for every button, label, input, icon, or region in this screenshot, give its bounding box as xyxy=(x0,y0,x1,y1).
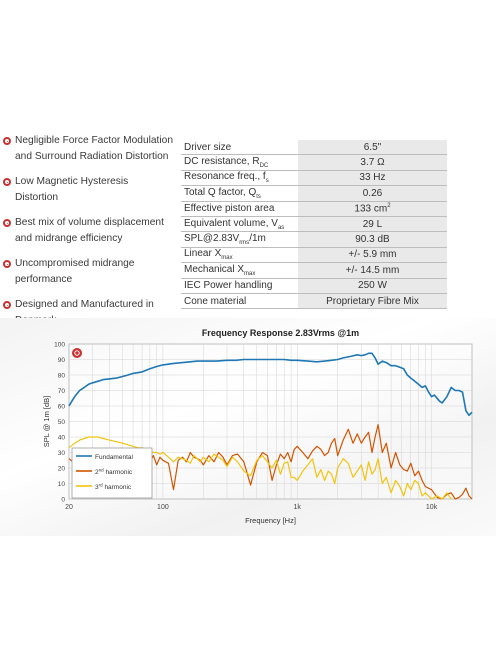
frequency-response-panel: 0 10 20 30 40 50 60 70 80 90 100 20 100 1k 10k Frequenc… xyxy=(0,318,496,536)
spec-row: Resonance freq., fs 33 Hz xyxy=(181,170,447,187)
y-tick-label: 80 xyxy=(58,373,66,380)
y-tick-label: 50 xyxy=(58,419,66,426)
legend-label: 2nd harmonic xyxy=(95,468,133,477)
spec-row: Effective piston area 133 cm2 xyxy=(181,201,447,217)
spec-label: IEC Power handling xyxy=(181,278,298,294)
bullet-icon xyxy=(3,301,11,309)
bullet-icon xyxy=(3,178,11,186)
spec-value: 133 cm2 xyxy=(297,201,447,217)
spec-value: 250 W xyxy=(297,278,447,294)
legend-label: 3rd harmonic xyxy=(95,483,132,492)
y-tick-label: 10 xyxy=(58,481,66,488)
y-tick-label: 0 xyxy=(61,497,65,504)
spec-value: 6.5" xyxy=(297,140,447,156)
spec-label: SPL@2.83Vrms/1m xyxy=(181,231,298,248)
x-tick-label: 10k xyxy=(426,504,438,511)
y-tick-label: 30 xyxy=(58,450,66,457)
x-tick-label: 100 xyxy=(157,504,169,511)
spec-row: IEC Power handling 250 W xyxy=(181,278,447,294)
feature-list: Negligible Force Factor Modulation and S… xyxy=(0,133,178,338)
spec-value: 3.7 Ω xyxy=(297,154,447,171)
spec-value: +/- 5.9 mm xyxy=(297,247,447,264)
logo-badge xyxy=(72,348,82,358)
feature-line: Best mix of volume displacement xyxy=(15,217,164,228)
spec-row: Driver size 6.5" xyxy=(181,140,447,156)
spec-label: Total Q factor, Qts xyxy=(181,185,298,202)
spec-value: 90.3 dB xyxy=(297,231,447,248)
y-tick-label: 70 xyxy=(58,388,66,395)
spec-label: Mechanical Xmax xyxy=(181,262,298,279)
spec-row: Cone material Proprietary Fibre Mix xyxy=(181,293,447,310)
spec-row: Mechanical Xmax +/- 14.5 mm xyxy=(181,262,447,279)
spec-label: Driver size xyxy=(181,140,298,156)
feature-line: and midrange efficiency xyxy=(15,233,123,244)
spec-row: Total Q factor, Qts 0.26 xyxy=(181,185,447,202)
x-tick-label: 20 xyxy=(65,504,73,511)
spec-label: Cone material xyxy=(181,293,298,310)
bullet-icon xyxy=(3,137,11,145)
spec-value: 33 Hz xyxy=(297,170,447,187)
spec-value: +/- 14.5 mm xyxy=(297,262,447,279)
feature-item: Uncompromised midrange performance xyxy=(0,256,178,288)
spec-label: Linear Xmax xyxy=(181,247,298,264)
feature-item: Best mix of volume displacement and midr… xyxy=(0,215,178,247)
chart-title: Frequency Response 2.83Vrms @1m xyxy=(202,328,359,338)
spec-row: Linear Xmax +/- 5.9 mm xyxy=(181,247,447,264)
spec-value: 0.26 xyxy=(297,185,447,202)
frequency-response-chart: 0 10 20 30 40 50 60 70 80 90 100 20 100 1k 10k Frequenc… xyxy=(42,328,473,525)
feature-line: Low Magnetic Hysteresis xyxy=(15,176,129,187)
spec-value: 29 L xyxy=(297,216,447,233)
series-line-1 xyxy=(68,352,473,417)
y-tick-label: 100 xyxy=(54,342,65,349)
logo-badge-ring xyxy=(74,350,80,356)
y-tick-label: 90 xyxy=(58,357,66,364)
y-tick-label: 20 xyxy=(58,466,66,473)
y-axis-label: SPL @ 1m [dB] xyxy=(42,396,51,448)
feature-line: Uncompromised midrange xyxy=(15,258,135,269)
feature-line: performance xyxy=(15,274,73,285)
bullet-icon xyxy=(3,219,11,227)
feature-item: Low Magnetic Hysteresis Distortion xyxy=(0,174,178,206)
y-tick-label: 40 xyxy=(58,435,66,442)
feature-line: and Surround Radiation Distortion xyxy=(15,151,169,162)
spec-table: Driver size 6.5" DC resistance, RDC 3.7 Ω Re… xyxy=(181,140,447,310)
feature-line: Distortion xyxy=(15,192,59,203)
spec-label: Effective piston area xyxy=(181,201,298,217)
spec-value: Proprietary Fibre Mix xyxy=(297,293,447,310)
spec-label: Resonance freq., fs xyxy=(181,170,298,187)
bullet-icon xyxy=(3,260,11,268)
x-tick-label: 1k xyxy=(294,504,302,511)
feature-item: Negligible Force Factor Modulation and S… xyxy=(0,133,178,165)
spec-label: DC resistance, RDC xyxy=(181,154,298,171)
feature-line: Designed and Manufactured in xyxy=(15,299,154,310)
x-axis-label: Frequency [Hz] xyxy=(245,516,296,525)
legend-label: Fundamental xyxy=(95,454,133,461)
feature-line: Negligible Force Factor Modulation xyxy=(15,135,173,146)
spec-row: DC resistance, RDC 3.7 Ω xyxy=(181,154,447,171)
spec-row: SPL@2.83Vrms/1m 90.3 dB xyxy=(181,231,447,248)
spec-label: Equivalent volume, Vas xyxy=(181,216,298,233)
spec-row: Equivalent volume, Vas 29 L xyxy=(181,216,447,233)
y-tick-label: 60 xyxy=(58,404,66,411)
